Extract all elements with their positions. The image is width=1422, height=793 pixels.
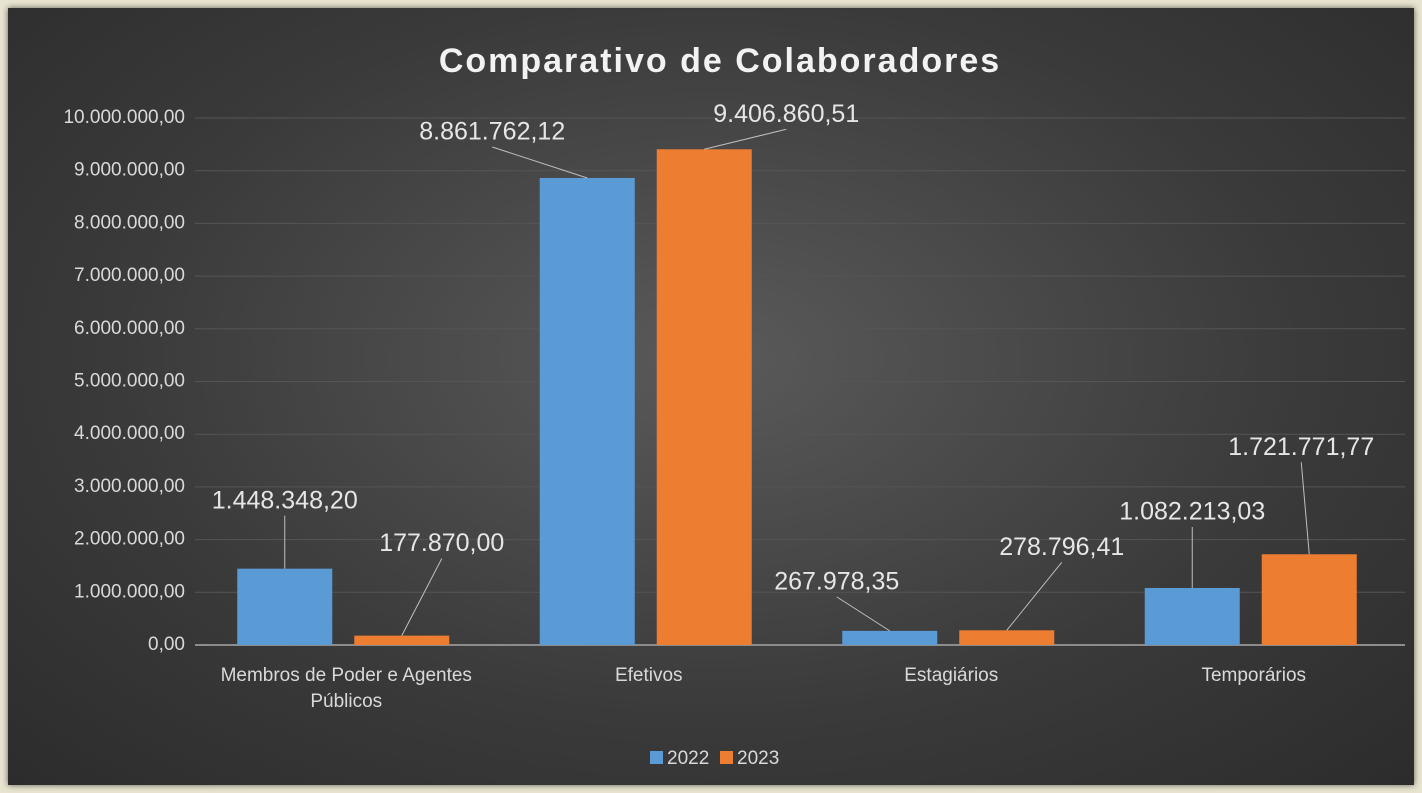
leader-line: [401, 558, 443, 636]
y-tick-label: 7.000.000,00: [74, 265, 185, 286]
leader-line: [492, 146, 588, 179]
y-tick-label: 3.000.000,00: [74, 476, 185, 497]
bar: [656, 149, 752, 645]
data-label: 177.870,00: [379, 529, 504, 557]
data-label: 267.978,35: [774, 567, 899, 595]
data-label: 8.861.762,12: [419, 118, 565, 146]
y-tick-label: 4.000.000,00: [74, 423, 185, 444]
y-tick-label: 2.000.000,00: [74, 529, 185, 550]
leader-line: [1006, 561, 1063, 631]
y-tick-label: 9.000.000,00: [74, 160, 185, 181]
y-tick-label: 10.000.000,00: [63, 107, 185, 128]
data-label: 278.796,41: [999, 533, 1124, 561]
legend-label: 2023: [737, 748, 779, 769]
legend-label: 2022: [667, 748, 709, 769]
bar: [842, 630, 938, 645]
x-tick-label: Estagiários: [904, 665, 999, 686]
bar: [1261, 554, 1357, 645]
bar: [354, 635, 450, 645]
x-tick-label: Membros de Poder e Agentes Públicos: [220, 665, 472, 712]
x-tick-label: Temporários: [1201, 665, 1307, 686]
y-tick-label: 0,00: [148, 634, 185, 655]
y-tick-label: 8.000.000,00: [74, 212, 185, 233]
chart-title: Comparativo de Colaboradores: [439, 42, 1001, 80]
bar: [237, 568, 333, 645]
y-tick-label: 5.000.000,00: [74, 371, 185, 392]
leader-line: [1300, 462, 1310, 555]
data-label: 1.082.213,03: [1119, 498, 1265, 526]
legend-swatch: [650, 751, 663, 764]
data-label: 1.721.771,77: [1228, 433, 1374, 461]
data-label: 9.406.860,51: [713, 100, 859, 128]
x-tick-label: Efetivos: [614, 665, 683, 686]
legend-swatch: [720, 751, 733, 764]
bar: [959, 630, 1055, 645]
data-label: 1.448.348,20: [212, 486, 358, 514]
bar: [539, 177, 635, 645]
leader-line: [836, 596, 891, 632]
bar: [1144, 587, 1240, 645]
y-tick-label: 6.000.000,00: [74, 318, 185, 339]
leader-line: [704, 128, 787, 150]
y-tick-label: 1.000.000,00: [74, 581, 185, 602]
